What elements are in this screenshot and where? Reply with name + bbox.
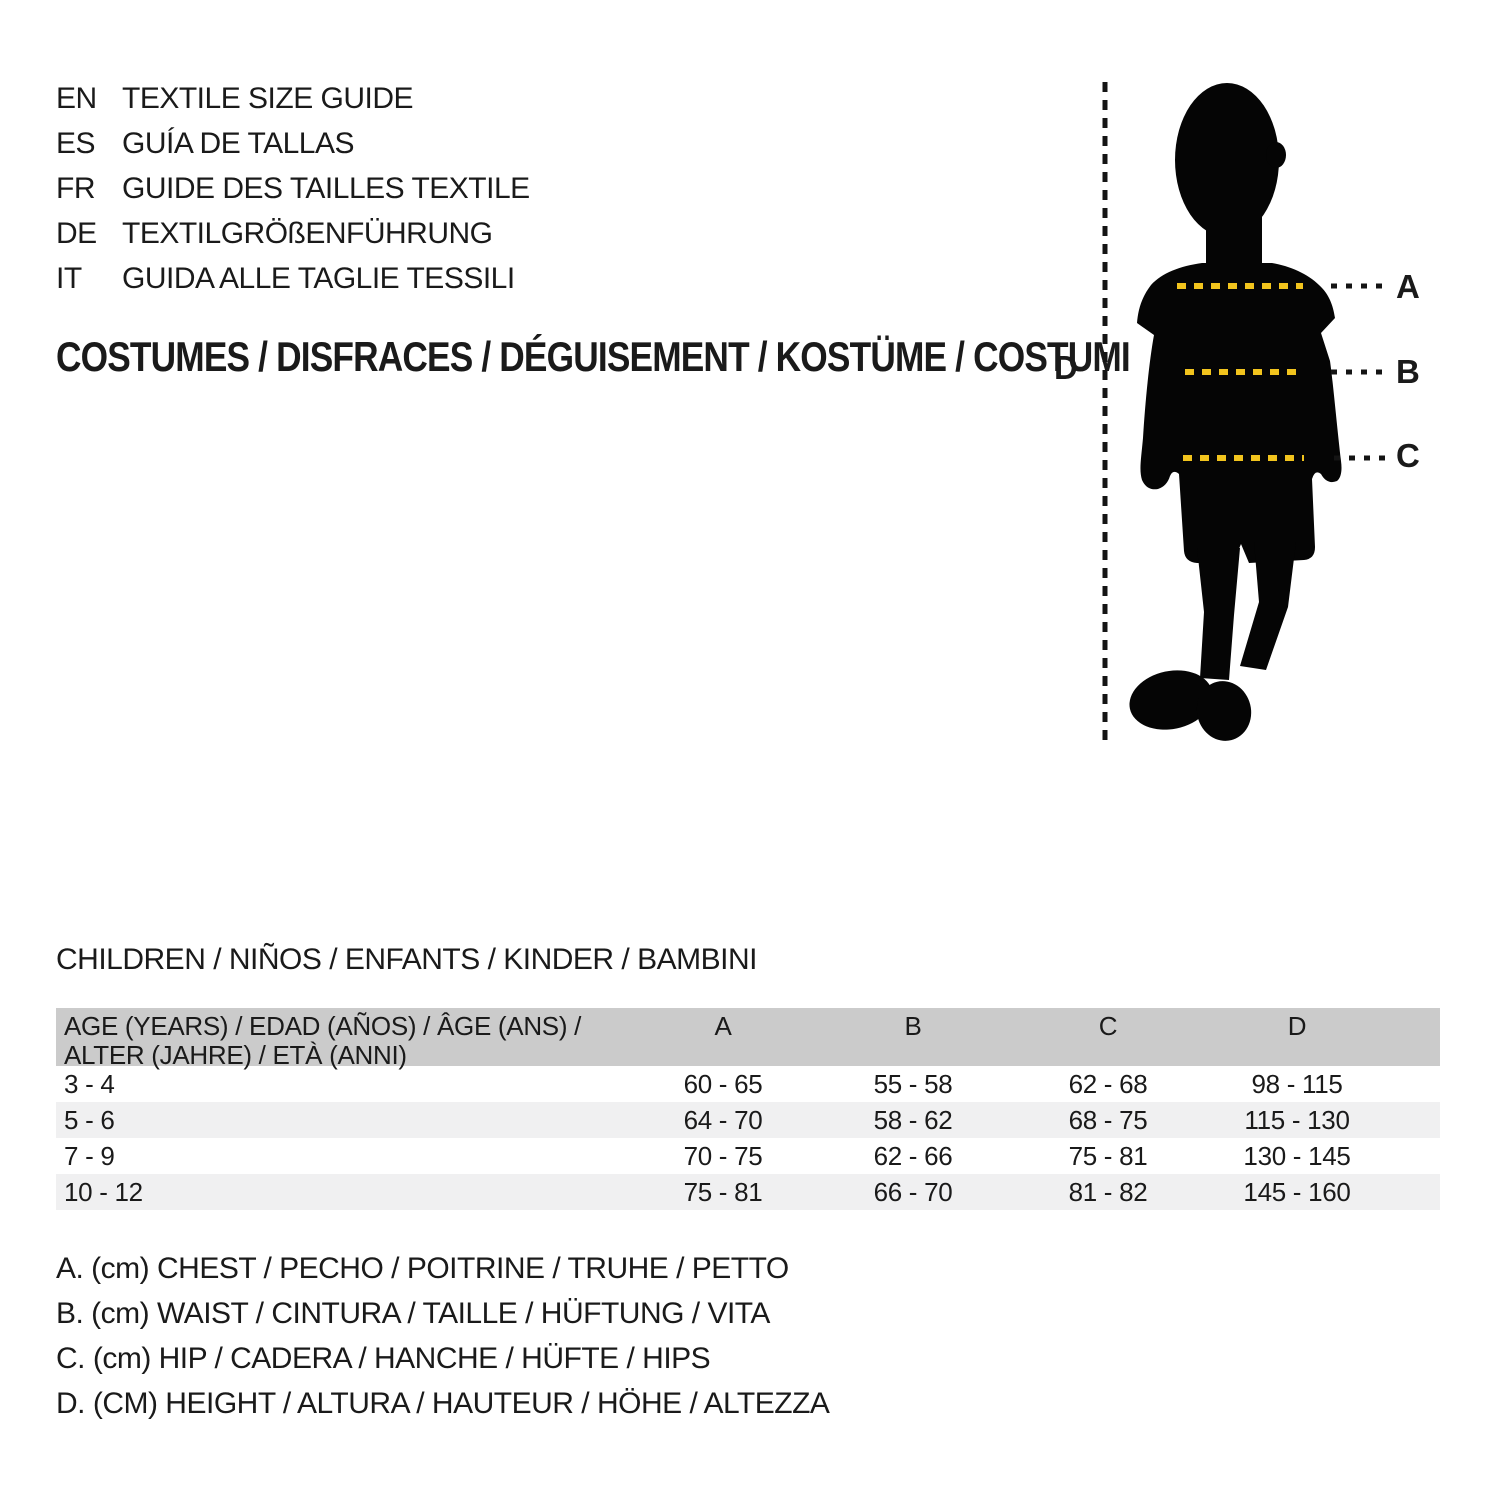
hip-cell: 75 - 81 <box>1068 1140 1148 1171</box>
child-silhouette <box>1129 83 1342 741</box>
age-cell: 5 - 6 <box>64 1104 115 1135</box>
hip-cell: 81 - 82 <box>1068 1176 1148 1207</box>
language-label: TEXTILGRÖßENFÜHRUNG <box>122 217 493 250</box>
age-header-line2: ALTER (JAHRE) / ETÀ (ANNI) <box>64 1040 407 1070</box>
column-header-c: C <box>1098 1011 1118 1041</box>
chest-cell: 60 - 65 <box>683 1068 763 1099</box>
column-header-b: B <box>904 1011 922 1041</box>
table-row: 3 - 4 60 - 65 55 - 58 62 - 68 98 - 115 <box>56 1066 1440 1102</box>
legend-chest: A. (cm) CHEST / PECHO / POITRINE / TRUHE… <box>56 1252 789 1285</box>
language-row-es: ES GUÍA DE TALLAS <box>56 121 530 166</box>
legend-hip: C. (cm) HIP / CADERA / HANCHE / HÜFTE / … <box>56 1342 711 1375</box>
language-code: FR <box>56 172 96 205</box>
children-size-table: AGE (YEARS) / EDAD (AÑOS) / ÂGE (ANS) / … <box>56 1008 1440 1210</box>
table-row: 5 - 6 64 - 70 58 - 62 68 - 75 115 - 130 <box>56 1102 1440 1138</box>
table-row: 10 - 12 75 - 81 66 - 70 81 - 82 145 - 16… <box>56 1174 1440 1210</box>
table-section-title: CHILDREN / NIÑOS / ENFANTS / KINDER / BA… <box>56 943 757 976</box>
language-code: IT <box>56 262 82 295</box>
table-row: 7 - 9 70 - 75 62 - 66 75 - 81 130 - 145 <box>56 1138 1440 1174</box>
language-label: GUIDA ALLE TAGLIE TESSILI <box>122 262 515 295</box>
category-title: COSTUMES / DISFRACES / DÉGUISEMENT / KOS… <box>56 333 1131 380</box>
language-row-it: IT GUIDA ALLE TAGLIE TESSILI <box>56 256 530 301</box>
language-row-en: EN TEXTILE SIZE GUIDE <box>56 76 530 121</box>
language-label: TEXTILE SIZE GUIDE <box>122 82 414 115</box>
hip-label-c: C <box>1396 437 1420 474</box>
legend-height: D. (CM) HEIGHT / ALTURA / HAUTEUR / HÖHE… <box>56 1387 830 1420</box>
height-cell: 98 - 115 <box>1251 1068 1343 1099</box>
waist-cell: 66 - 70 <box>873 1176 953 1207</box>
legend-waist: B. (cm) WAIST / CINTURA / TAILLE / HÜFTU… <box>56 1297 770 1330</box>
language-code: EN <box>56 82 97 115</box>
waist-cell: 58 - 62 <box>873 1104 953 1135</box>
column-header-a: A <box>714 1011 732 1041</box>
chest-cell: 70 - 75 <box>683 1140 763 1171</box>
measurement-legend: A. (cm) CHEST / PECHO / POITRINE / TRUHE… <box>56 1246 830 1426</box>
language-code: DE <box>56 217 97 250</box>
language-code: ES <box>56 127 96 160</box>
age-cell: 10 - 12 <box>64 1176 143 1207</box>
table-header-row: AGE (YEARS) / EDAD (AÑOS) / ÂGE (ANS) / … <box>56 1008 1440 1070</box>
language-label: GUIDE DES TAILLES TEXTILE <box>122 172 530 205</box>
age-column-header: AGE (YEARS) / EDAD (AÑOS) / ÂGE (ANS) / … <box>56 1008 628 1070</box>
waist-label-b: B <box>1396 353 1420 390</box>
language-label: GUÍA DE TALLAS <box>122 127 355 160</box>
chest-cell: 64 - 70 <box>683 1104 763 1135</box>
measure-dashes-yellow <box>1177 283 1304 461</box>
age-cell: 7 - 9 <box>64 1140 115 1171</box>
waist-cell: 55 - 58 <box>873 1068 953 1099</box>
waist-cell: 62 - 66 <box>873 1140 953 1171</box>
hip-cell: 68 - 75 <box>1068 1104 1148 1135</box>
child-silhouette-graphic <box>1102 82 1390 742</box>
hip-cell: 62 - 68 <box>1068 1068 1148 1099</box>
language-row-de: DE TEXTILGRÖßENFÜHRUNG <box>56 211 530 256</box>
height-label-d: D <box>1054 349 1078 386</box>
height-cell: 115 - 130 <box>1244 1104 1350 1135</box>
chest-label-a: A <box>1396 268 1420 305</box>
age-header-line1: AGE (YEARS) / EDAD (AÑOS) / ÂGE (ANS) / <box>64 1011 582 1041</box>
child-measurement-figure: A B C D <box>1050 70 1490 760</box>
chest-cell: 75 - 81 <box>683 1176 763 1207</box>
language-guide-list: EN TEXTILE SIZE GUIDE ES GUÍA DE TALLAS … <box>56 76 530 301</box>
height-cell: 145 - 160 <box>1243 1176 1351 1207</box>
age-cell: 3 - 4 <box>64 1068 115 1099</box>
language-row-fr: FR GUIDE DES TAILLES TEXTILE <box>56 166 530 211</box>
leader-dots <box>1331 283 1390 461</box>
column-header-d: D <box>1287 1011 1307 1041</box>
height-cell: 130 - 145 <box>1243 1140 1351 1171</box>
